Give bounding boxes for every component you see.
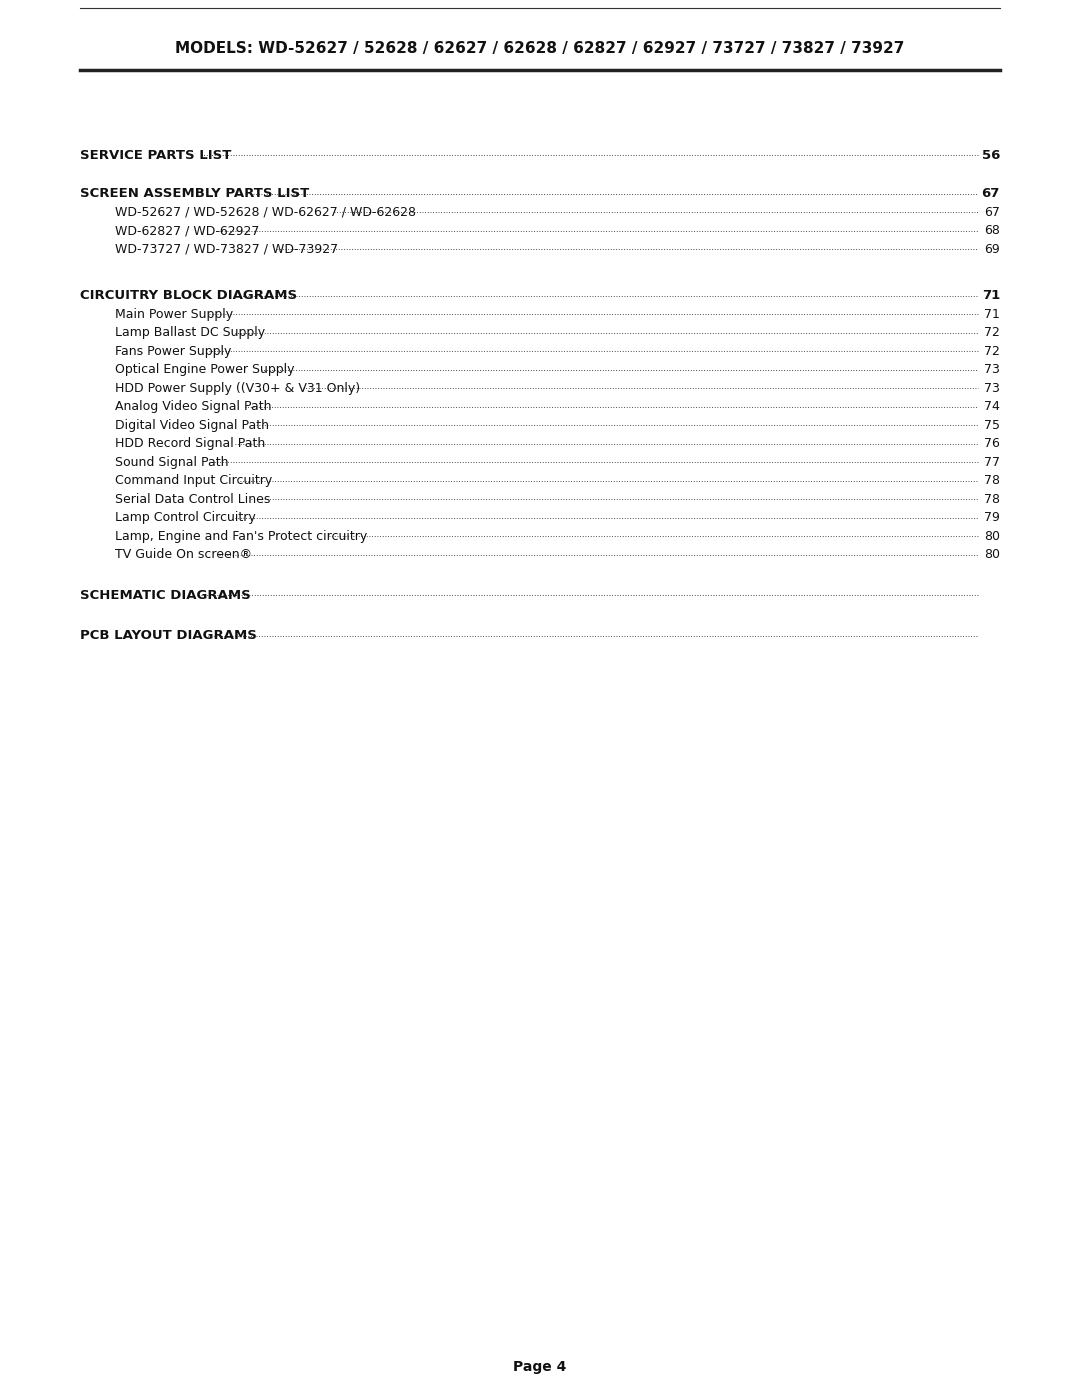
Text: 76: 76 <box>984 437 1000 450</box>
Text: TV Guide On screen®: TV Guide On screen® <box>114 548 252 562</box>
Text: 77: 77 <box>984 455 1000 468</box>
Text: Analog Video Signal Path: Analog Video Signal Path <box>114 400 271 414</box>
Text: 80: 80 <box>984 529 1000 542</box>
Text: Command Input Circuitry: Command Input Circuitry <box>114 474 272 488</box>
Text: 71: 71 <box>984 307 1000 320</box>
Text: 75: 75 <box>984 419 1000 432</box>
Text: 56: 56 <box>982 148 1000 162</box>
Text: WD-52627 / WD-52628 / WD-62627 / WD-62628: WD-52627 / WD-52628 / WD-62627 / WD-6262… <box>114 205 416 218</box>
Text: 67: 67 <box>982 187 1000 200</box>
Text: Lamp Control Circuitry: Lamp Control Circuitry <box>114 511 256 524</box>
Text: Lamp, Engine and Fan's Protect circuitry: Lamp, Engine and Fan's Protect circuitry <box>114 529 367 542</box>
Text: HDD Power Supply ((V30+ & V31 Only): HDD Power Supply ((V30+ & V31 Only) <box>114 381 360 394</box>
Text: Page 4: Page 4 <box>513 1361 567 1375</box>
Text: 72: 72 <box>984 345 1000 358</box>
Text: 73: 73 <box>984 363 1000 376</box>
Text: Digital Video Signal Path: Digital Video Signal Path <box>114 419 269 432</box>
Text: 69: 69 <box>984 243 1000 256</box>
Text: 73: 73 <box>984 381 1000 394</box>
Text: WD-73727 / WD-73827 / WD-73927: WD-73727 / WD-73827 / WD-73927 <box>114 243 338 256</box>
Text: Sound Signal Path: Sound Signal Path <box>114 455 229 468</box>
Text: 74: 74 <box>984 400 1000 414</box>
Text: 71: 71 <box>982 289 1000 302</box>
Text: 78: 78 <box>984 474 1000 488</box>
Text: 68: 68 <box>984 224 1000 237</box>
Text: Serial Data Control Lines: Serial Data Control Lines <box>114 493 270 506</box>
Text: 79: 79 <box>984 511 1000 524</box>
Text: Fans Power Supply: Fans Power Supply <box>114 345 231 358</box>
Text: SERVICE PARTS LIST: SERVICE PARTS LIST <box>80 148 231 162</box>
Text: Main Power Supply: Main Power Supply <box>114 307 233 320</box>
Text: Lamp Ballast DC Supply: Lamp Ballast DC Supply <box>114 326 265 339</box>
Text: Optical Engine Power Supply: Optical Engine Power Supply <box>114 363 295 376</box>
Text: SCHEMATIC DIAGRAMS: SCHEMATIC DIAGRAMS <box>80 588 251 602</box>
Text: HDD Record Signal Path: HDD Record Signal Path <box>114 437 266 450</box>
Text: SCREEN ASSEMBLY PARTS LIST: SCREEN ASSEMBLY PARTS LIST <box>80 187 309 200</box>
Text: MODELS: WD-52627 / 52628 / 62627 / 62628 / 62827 / 62927 / 73727 / 73827 / 73927: MODELS: WD-52627 / 52628 / 62627 / 62628… <box>175 41 905 56</box>
Text: 78: 78 <box>984 493 1000 506</box>
Text: 72: 72 <box>984 326 1000 339</box>
Text: 67: 67 <box>984 205 1000 218</box>
Text: CIRCUITRY BLOCK DIAGRAMS: CIRCUITRY BLOCK DIAGRAMS <box>80 289 297 302</box>
Text: WD-62827 / WD-62927: WD-62827 / WD-62927 <box>114 224 259 237</box>
Text: 80: 80 <box>984 548 1000 562</box>
Text: PCB LAYOUT DIAGRAMS: PCB LAYOUT DIAGRAMS <box>80 629 257 643</box>
